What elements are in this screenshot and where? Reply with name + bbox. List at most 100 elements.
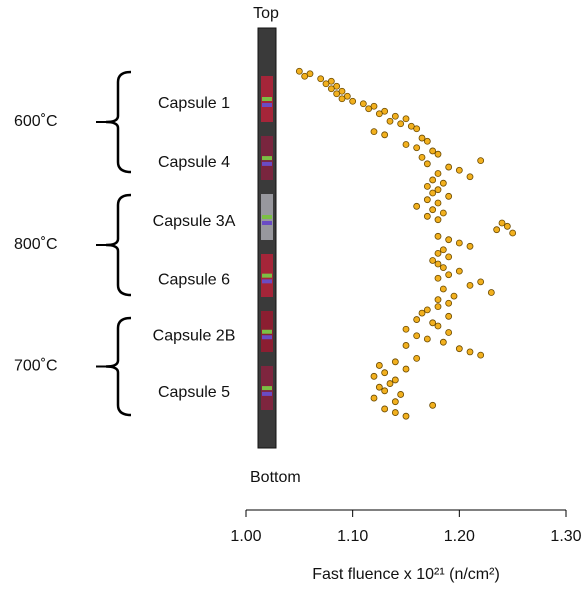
data-point	[434, 274, 442, 282]
data-point	[466, 242, 474, 250]
bracket	[105, 193, 132, 297]
data-point	[370, 394, 378, 402]
data-point	[439, 209, 447, 217]
data-point	[455, 239, 463, 247]
data-point	[434, 322, 442, 330]
data-point	[418, 153, 426, 161]
data-point	[391, 112, 399, 120]
data-point	[455, 166, 463, 174]
data-point	[370, 102, 378, 110]
data-point	[498, 219, 506, 227]
data-point	[445, 163, 453, 171]
data-point	[429, 206, 437, 214]
data-point	[445, 236, 453, 244]
data-point	[434, 170, 442, 177]
data-point	[429, 401, 437, 409]
data-point	[450, 292, 458, 300]
data-point	[375, 110, 383, 118]
data-point	[429, 319, 437, 327]
data-point	[423, 196, 431, 204]
capsule-band	[262, 335, 272, 340]
capsule-band	[262, 156, 272, 161]
data-point	[397, 391, 405, 398]
capsule-label: Capsule 3A	[153, 213, 236, 230]
data-point	[423, 212, 431, 220]
capsule-label: Capsule 6	[158, 272, 230, 289]
data-point	[386, 380, 394, 387]
data-point	[466, 348, 474, 356]
data-point	[434, 199, 442, 207]
data-point	[349, 97, 357, 105]
data-point	[434, 303, 442, 311]
data-point	[402, 325, 410, 333]
data-point	[445, 329, 453, 336]
data-point	[466, 173, 474, 181]
data-point	[445, 253, 453, 261]
data-point	[434, 186, 442, 194]
data-point	[402, 141, 410, 148]
data-point	[429, 176, 437, 184]
x-tick-label: 1.10	[337, 528, 368, 545]
data-point	[434, 150, 442, 158]
data-point	[391, 409, 399, 416]
data-point	[338, 95, 346, 103]
data-point	[295, 67, 303, 75]
capsule-band	[262, 215, 272, 219]
data-point	[375, 383, 383, 391]
x-axis-title: Fast fluence x 10²¹ (n/cm²)	[312, 566, 500, 583]
data-point	[445, 299, 453, 307]
data-point	[413, 125, 421, 133]
data-point	[439, 179, 447, 187]
data-point	[439, 246, 447, 254]
data-point	[343, 92, 351, 100]
data-point	[445, 312, 453, 320]
data-point	[402, 412, 410, 420]
data-point	[455, 345, 463, 353]
data-point	[423, 137, 431, 145]
bottom-label: Bottom	[250, 469, 301, 486]
data-point	[429, 147, 437, 155]
data-point	[439, 264, 447, 271]
x-tick-label: 1.00	[230, 528, 261, 545]
data-point	[413, 202, 421, 210]
capsule-band	[262, 279, 272, 284]
data-point	[391, 398, 399, 406]
x-tick-label: 1.30	[550, 528, 581, 545]
data-point	[301, 72, 309, 80]
data-point	[402, 365, 410, 373]
data-point	[402, 342, 410, 349]
data-point	[322, 80, 330, 88]
data-point	[413, 144, 421, 152]
data-point	[429, 257, 437, 264]
data-point	[423, 335, 431, 343]
data-point	[413, 316, 421, 323]
data-point	[391, 358, 399, 366]
data-point	[381, 107, 389, 115]
data-point	[381, 369, 389, 377]
data-point	[493, 226, 501, 234]
data-point	[487, 289, 495, 296]
data-point	[370, 372, 378, 380]
data-point	[413, 354, 421, 362]
data-point	[402, 115, 410, 123]
capsule-label: Capsule 4	[158, 154, 230, 171]
data-point	[445, 271, 453, 279]
data-point	[445, 192, 453, 200]
capsule-band	[262, 161, 272, 166]
data-point	[439, 338, 447, 346]
capsule-band	[262, 97, 272, 101]
data-point	[434, 216, 442, 224]
data-point	[327, 77, 335, 85]
data-point	[434, 260, 442, 268]
data-point	[386, 117, 394, 125]
data-point	[365, 105, 373, 113]
data-point	[423, 182, 431, 190]
capsule-band	[262, 386, 272, 391]
temperature-label: 800˚C	[14, 236, 58, 253]
capsule-band	[262, 273, 272, 278]
data-point	[381, 131, 389, 139]
data-point	[381, 405, 389, 413]
data-point	[503, 222, 511, 230]
data-point	[423, 306, 431, 314]
